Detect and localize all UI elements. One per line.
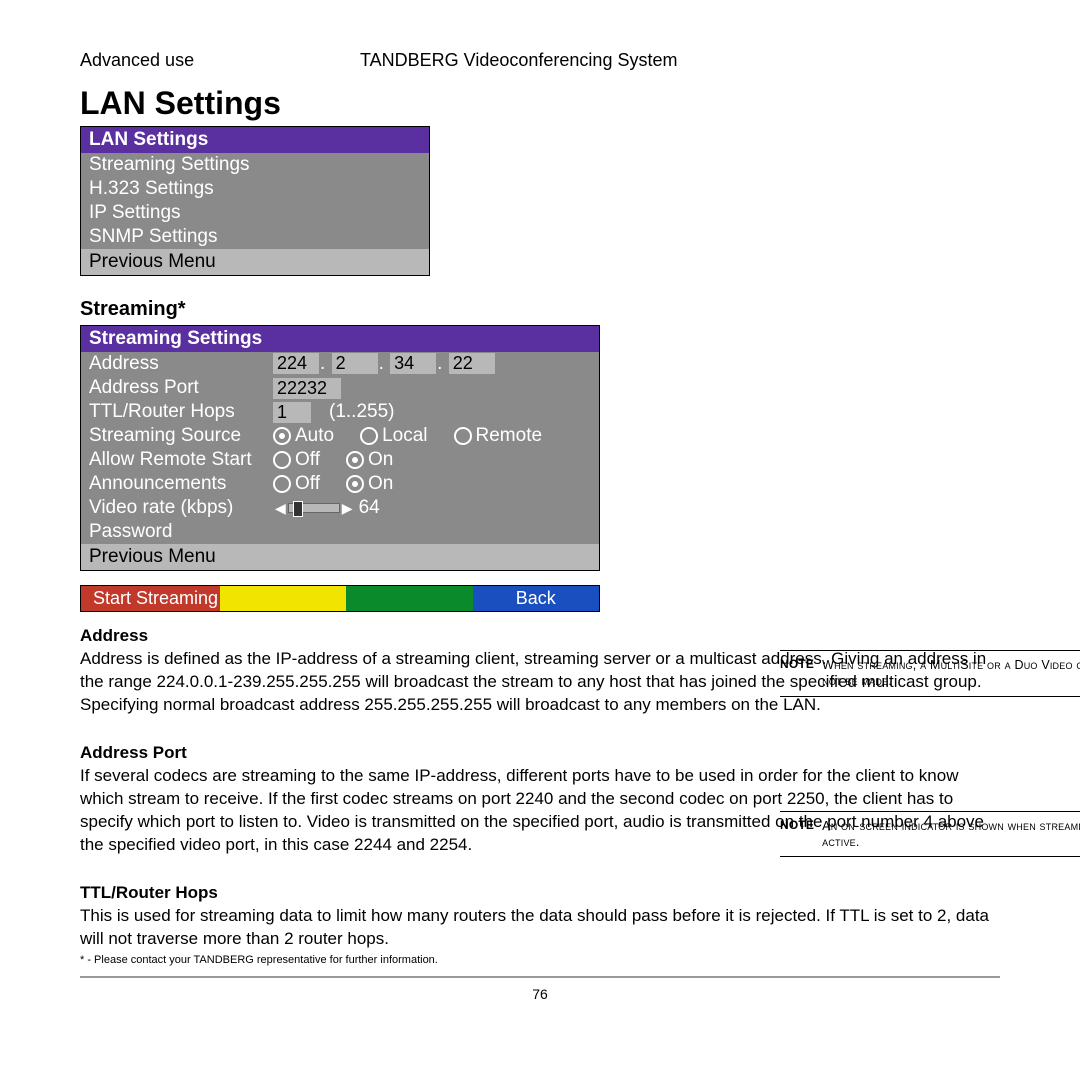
arrow-left-icon[interactable]: ◀ xyxy=(273,500,288,517)
note-2: NOTE An on-screen indicator is shown whe… xyxy=(780,811,1080,858)
radio-dot-icon xyxy=(360,427,378,445)
label-address: Address xyxy=(89,353,265,375)
label-ttl: TTL/Router Hops xyxy=(89,401,265,423)
ttl-hint: (1..255) xyxy=(329,401,394,423)
radio-source-auto[interactable]: Auto xyxy=(273,425,334,447)
row-video-rate: Video rate (kbps) ◀ ▶ 64 xyxy=(81,496,599,520)
back-button[interactable]: Back xyxy=(473,586,600,611)
row-ttl: TTL/Router Hops 1 (1..255) xyxy=(81,400,599,424)
green-button[interactable] xyxy=(346,586,473,611)
radio-dot-icon xyxy=(454,427,472,445)
radio-dot-icon xyxy=(346,451,364,469)
streaming-settings-panel: Streaming Settings Address 224. 2. 34. 2… xyxy=(80,325,600,571)
section-ttl-heading: TTL/Router Hops xyxy=(80,883,1000,903)
label-allow-remote: Allow Remote Start xyxy=(89,449,265,471)
radio-source-remote[interactable]: Remote xyxy=(454,425,543,447)
radio-label-local: Local xyxy=(382,425,427,447)
menu-item-streaming[interactable]: Streaming Settings xyxy=(81,153,429,177)
address-octet-4[interactable]: 22 xyxy=(449,353,495,374)
menu-item-previous[interactable]: Previous Menu xyxy=(81,249,429,275)
header-section-center: TANDBERG Videoconferencing System xyxy=(360,50,1000,71)
menu-item-h323[interactable]: H.323 Settings xyxy=(81,177,429,201)
yellow-button[interactable] xyxy=(220,586,347,611)
note-text: When streaming, a MultiSite or a Duo Vid… xyxy=(822,657,1080,690)
row-announcements: Announcements Off On xyxy=(81,472,599,496)
radio-ann-on[interactable]: On xyxy=(346,473,393,495)
radio-allow-off[interactable]: Off xyxy=(273,449,320,471)
video-rate-slider[interactable] xyxy=(288,503,340,513)
row-allow-remote: Allow Remote Start Off On xyxy=(81,448,599,472)
slider-thumb-icon xyxy=(293,501,303,517)
label-password: Password xyxy=(89,521,265,543)
label-video-rate: Video rate (kbps) xyxy=(89,497,265,519)
footnote: * - Please contact your TANDBERG represe… xyxy=(80,954,1000,966)
address-octet-1[interactable]: 224 xyxy=(273,353,319,374)
note-label: NOTE xyxy=(780,657,814,690)
label-announcements: Announcements xyxy=(89,473,265,495)
page-title: LAN Settings xyxy=(80,85,1000,122)
radio-ann-off[interactable]: Off xyxy=(273,473,320,495)
streaming-panel-title: Streaming Settings xyxy=(81,326,599,352)
arrow-right-icon[interactable]: ▶ xyxy=(340,500,355,517)
radio-allow-on[interactable]: On xyxy=(346,449,393,471)
header-section-left: Advanced use xyxy=(80,50,360,71)
start-streaming-button[interactable]: Start Streaming xyxy=(81,586,220,611)
radio-label-off: Off xyxy=(295,473,320,495)
streaming-previous-menu[interactable]: Previous Menu xyxy=(81,544,599,570)
button-bar: Start Streaming Back xyxy=(80,585,600,612)
row-address-port: Address Port 22232 xyxy=(81,376,599,400)
menu-item-snmp[interactable]: SNMP Settings xyxy=(81,225,429,249)
video-rate-value: 64 xyxy=(359,497,380,519)
address-port-input[interactable]: 22232 xyxy=(273,378,341,399)
lan-menu-title: LAN Settings xyxy=(81,127,429,153)
menu-item-ip[interactable]: IP Settings xyxy=(81,201,429,225)
page-number: 76 xyxy=(80,986,1000,1002)
row-password[interactable]: Password xyxy=(81,520,599,544)
section-ttl-text: This is used for streaming data to limit… xyxy=(80,905,1000,951)
label-streaming-source: Streaming Source xyxy=(89,425,265,447)
note-text: An on-screen indicator is shown when str… xyxy=(822,818,1080,851)
radio-label-auto: Auto xyxy=(295,425,334,447)
radio-dot-icon xyxy=(273,475,291,493)
streaming-heading: Streaming* xyxy=(80,298,1000,321)
label-address-port: Address Port xyxy=(89,377,265,399)
radio-dot-icon xyxy=(346,475,364,493)
note-label: NOTE xyxy=(780,818,814,851)
footer-rule xyxy=(80,976,1000,978)
address-octet-2[interactable]: 2 xyxy=(332,353,378,374)
note-1: NOTE When streaming, a MultiSite or a Du… xyxy=(780,650,1080,697)
lan-settings-menu: LAN Settings Streaming Settings H.323 Se… xyxy=(80,126,430,276)
radio-label-on: On xyxy=(368,449,393,471)
radio-label-on: On xyxy=(368,473,393,495)
radio-label-remote: Remote xyxy=(476,425,543,447)
radio-dot-icon xyxy=(273,451,291,469)
row-streaming-source: Streaming Source Auto Local Remote xyxy=(81,424,599,448)
row-address: Address 224. 2. 34. 22 xyxy=(81,352,599,376)
ttl-input[interactable]: 1 xyxy=(273,402,311,423)
radio-label-off: Off xyxy=(295,449,320,471)
address-octet-3[interactable]: 34 xyxy=(390,353,436,374)
radio-dot-icon xyxy=(273,427,291,445)
radio-source-local[interactable]: Local xyxy=(360,425,427,447)
